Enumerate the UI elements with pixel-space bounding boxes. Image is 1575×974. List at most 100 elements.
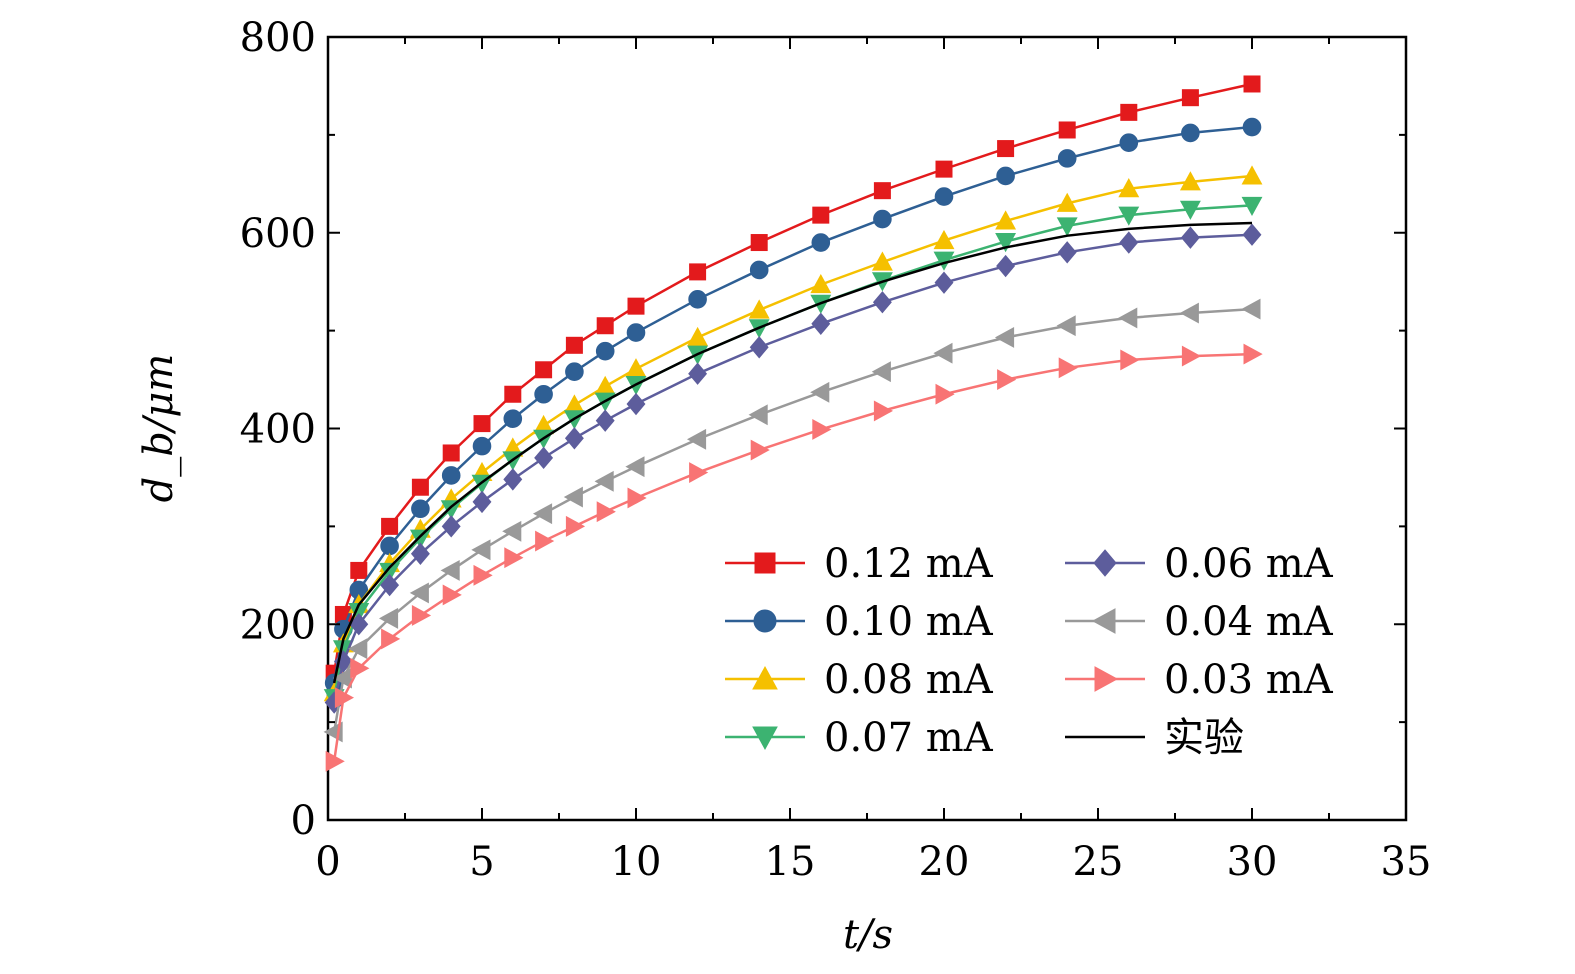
y-tick-label: 600 [240,211,316,257]
y-tick-label: 400 [240,407,316,453]
data-point [380,573,400,597]
legend-item: 实验 [1065,715,1244,761]
data-point [473,415,491,433]
data-point [811,312,831,335]
x-tick-label: 15 [765,839,816,885]
data-point [564,427,584,450]
data-point [535,530,555,552]
plot-area [323,35,1408,822]
data-point [627,297,645,315]
data-point [410,542,430,565]
data-point [594,470,614,492]
x-axis-label: t/s [843,912,893,958]
legend-marker [752,665,778,690]
x-tick-label: 10 [611,839,662,885]
data-point [1242,223,1262,246]
legend-label: 0.03 mA [1164,657,1334,703]
data-point [440,500,462,520]
data-point [749,336,769,359]
legend-label: 0.04 mA [1164,599,1334,645]
x-tick-label: 20 [919,839,970,885]
data-point [350,657,370,679]
data-point [812,206,830,224]
data-point [873,400,894,422]
data-point [689,462,709,483]
data-point [935,160,953,178]
series-line [332,233,1253,703]
legend-marker [752,726,778,751]
data-point [933,342,953,364]
data-point [750,439,770,461]
series-1 [325,75,1261,682]
data-point [534,384,553,404]
data-point [1242,117,1262,137]
data-point [532,503,553,525]
data-point [749,260,769,280]
legend-label: 0.06 mA [1164,541,1334,587]
data-point [378,607,399,629]
data-point [325,750,345,772]
data-point [380,536,399,556]
data-point [873,209,892,229]
data-point [1057,241,1077,264]
data-point [534,446,554,470]
data-point [994,327,1015,348]
x-axis: 0 5 10 15 20 25 30 35 [315,37,1431,885]
data-point [688,290,707,309]
data-point [688,362,708,385]
data-point [1057,149,1077,168]
data-point [1118,206,1140,226]
series-8 [332,221,1253,684]
series-line [332,125,1253,684]
legend-item: 0.12 mA [725,541,994,587]
data-point [934,187,954,206]
data-point [502,520,522,542]
y-axis: 0 200 400 600 800 [240,15,1406,844]
data-point [1056,315,1076,337]
data-point [1241,196,1263,216]
data-point [1056,192,1078,212]
y-tick-label: 800 [240,15,316,61]
data-point [1241,298,1261,320]
data-point [871,251,893,271]
data-point [472,490,492,514]
legend: 0.12 mA 0.10 mA 0.08 mA 0.07 mA 0.06 mA 0.04 … [725,541,1334,761]
data-point [1179,302,1199,324]
data-point [748,404,768,426]
legend-marker [754,552,776,574]
data-point [626,392,646,416]
data-point [750,234,768,252]
data-point [1058,357,1078,379]
data-point [1243,75,1261,93]
data-point [535,361,553,379]
data-point [381,628,401,650]
legend-marker [753,609,777,633]
y-axis-label: d_b/μm [136,354,182,503]
data-point [442,444,460,462]
legend-item: 0.04 mA [1065,599,1334,645]
data-point [503,409,523,429]
data-point [997,369,1017,391]
data-point [933,229,955,250]
data-point [1056,217,1078,237]
legend-item: 0.08 mA [725,657,994,703]
series-line [332,82,1253,674]
x-tick-label: 5 [469,839,494,885]
data-point [348,638,368,660]
data-point [625,358,647,378]
data-point [1120,349,1140,371]
x-tick-label: 0 [315,839,340,885]
legend-label: 0.12 mA [824,541,994,587]
data-point [1118,178,1140,198]
data-point [411,499,430,519]
data-point [627,487,647,509]
legend-item: 0.06 mA [1065,541,1334,587]
data-point [871,361,891,383]
series-line [332,221,1253,684]
data-point [996,166,1015,186]
x-tick-label: 30 [1227,839,1278,885]
data-point [995,233,1017,253]
data-point [873,182,891,200]
series-line [332,174,1253,693]
data-point [810,381,830,403]
